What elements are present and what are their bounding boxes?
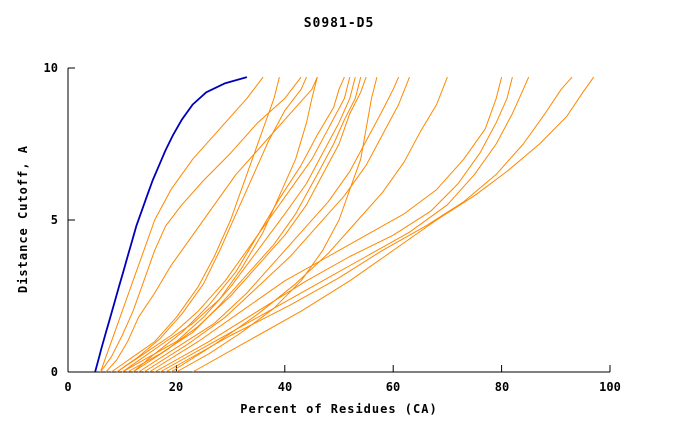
series-line-model-05	[116, 76, 351, 373]
series-line-model-16	[121, 76, 318, 373]
y-axis-label: Distance Cutoff, A	[16, 144, 30, 294]
x-tick-label-20: 20	[168, 380, 184, 394]
series-line-model-10	[143, 76, 410, 373]
series-line-model-19	[176, 76, 378, 373]
series-line-model-04	[111, 76, 280, 373]
series-line-model-06	[121, 76, 356, 373]
chart-title: S0981-D5	[303, 16, 375, 31]
x-tick-label-100: 100	[599, 380, 621, 394]
series-line-model-11	[149, 76, 503, 373]
y-tick-label-0: 0	[50, 365, 58, 379]
y-tick-label-10: 10	[43, 61, 58, 75]
x-tick-label-0: 0	[64, 380, 72, 394]
x-tick-label-40: 40	[277, 380, 293, 394]
series-line-model-08	[132, 76, 367, 373]
x-tick-label-60: 60	[385, 380, 401, 394]
series-line-model-03	[105, 76, 318, 373]
series-lines	[94, 76, 595, 373]
x-axis-label: Percent of Residues (CA)	[240, 402, 438, 416]
series-line-model-17	[116, 76, 307, 373]
series-line-model-14	[165, 76, 573, 373]
series-line-model-02	[100, 76, 302, 373]
series-line-model-09	[138, 76, 400, 373]
series-line-highlighted-model	[94, 76, 248, 373]
series-line-model-15	[192, 76, 595, 373]
series-line-model-12	[154, 76, 513, 373]
series-line-model-20	[170, 76, 448, 373]
series-line-model-07	[127, 76, 362, 373]
y-tick-label-5: 5	[50, 213, 58, 227]
x-tick-label-80: 80	[494, 380, 510, 394]
series-line-model-13	[159, 76, 530, 373]
series-line-model-01	[100, 76, 264, 373]
series-line-model-18	[132, 76, 345, 373]
